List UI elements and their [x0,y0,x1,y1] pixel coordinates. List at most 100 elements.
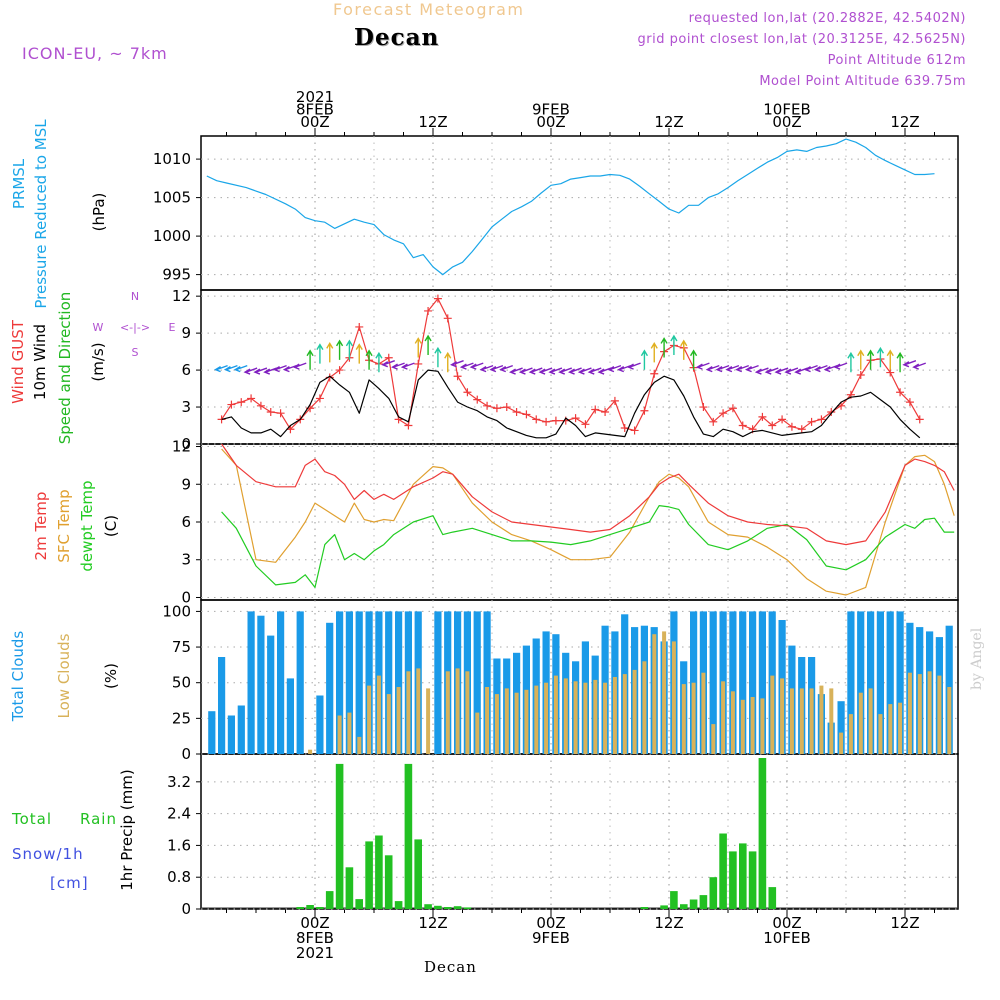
low-cloud-bar [642,661,647,754]
low-cloud-bar [347,712,352,754]
low-cloud-bar [524,689,529,754]
pressure-label: PRMSL [10,158,28,209]
wind-direction-arrow [745,364,759,373]
rain-bar [689,899,698,909]
total-cloud-bar [434,611,442,754]
wind-direction-arrow [292,362,307,370]
compass-e: E [169,321,176,334]
low-cloud-bar [426,688,431,754]
wind-direction-arrow [424,334,432,355]
total-cloud-bar [896,611,904,754]
low-cloud-bar [583,682,588,754]
wind-gust-marker [827,407,836,416]
low-cloud-bar [721,681,726,754]
wind-gust-marker [227,400,236,409]
wind-direction-arrow [223,364,238,373]
rain-bar [768,887,777,909]
total-cloud-bar [473,611,481,754]
total-cloud-bar [267,635,275,754]
rain-bar [394,901,403,909]
compass-s: S [132,346,139,359]
rain-bar [680,904,688,909]
low-cloud-bar [553,675,558,754]
wind-gust-marker [728,404,737,413]
wind-direction-arrow [479,364,494,373]
clouds-ytick-label: 0 [181,745,191,763]
temp-ytick-label: 6 [181,513,191,531]
total-cloud-bar [316,695,324,754]
pressure-ytick-label: 1010 [153,150,191,168]
low-cloud-bar [544,682,549,754]
wind-direction-arrow [335,339,344,360]
rain-bar [404,763,413,909]
precip-total-label: Total [11,810,52,828]
wind-direction-arrow [253,367,268,375]
wind-gust-marker [453,372,462,381]
wind-direction-arrow [866,349,875,370]
wind-gust-marker [404,421,413,430]
rain-bar [463,907,472,909]
wind-direction-arrow [391,362,405,370]
wind-direction-arrow [754,367,769,375]
precip-rain-label: Rain [80,810,117,828]
wind-10m-line [221,369,921,439]
low-cloud-bar [799,688,804,754]
wind-direction-arrow [316,343,324,364]
wind-direction-arrow [896,351,904,373]
grid-point-coords: grid point closest lon,lat (20.3125E, 42… [637,32,966,47]
clouds-low-label: Low Clouds [55,633,73,718]
low-cloud-bar [711,724,716,754]
wind-direction-arrow [381,360,395,368]
wind-gust-marker [640,406,649,415]
rain-bar [345,867,354,909]
top-time-label: 00Z [772,113,801,131]
low-cloud-bar [376,675,381,754]
bottom-time-label: 12Z [418,914,447,932]
top-time-label: 8FEB [296,101,334,119]
low-cloud-bar [494,694,499,754]
low-cloud-bar [416,668,421,754]
precip-ytick-label: 3.2 [167,773,191,791]
precip-snow-label: Snow/1h [12,845,84,863]
wind-gust-marker [630,426,639,435]
low-cloud-bar [671,641,676,754]
wind-direction-arrow [627,362,641,370]
compass-mid: <-|-> [120,321,150,334]
bottom-time-label: 12Z [654,914,683,932]
clouds-ytick-label: 100 [162,602,191,620]
wind-direction-arrow [735,364,749,373]
rain-bar [739,843,747,909]
clouds-ytick-label: 50 [172,674,191,692]
pressure-ytick-label: 995 [162,266,191,284]
low-cloud-bar [504,688,509,754]
low-cloud-bar [789,688,794,754]
bottom-time-label: 8FEB [296,929,334,947]
total-cloud-bar [886,611,894,754]
wind-direction-arrow [499,364,513,373]
wind-direction-arrow [680,339,688,360]
low-cloud-bar [367,685,372,754]
low-cloud-bar [770,675,775,754]
wind-unit: (m/s) [89,342,107,381]
rain-bar [414,839,422,909]
requested-coords: requested lon,lat (20.2882E, 42.5402N) [688,11,966,26]
total-cloud-bar [758,611,766,754]
wind-gust-marker [915,415,924,424]
total-cloud-bar [857,611,865,754]
wind-direction-arrow [459,362,474,370]
rain-bar [670,891,678,909]
total-cloud-bar [847,611,855,754]
total-cloud-bar [395,611,403,754]
wind-direction-arrow [365,349,373,370]
pressure-line [206,138,935,276]
wind-direction-arrow [784,367,799,375]
wind-direction-arrow [804,364,818,373]
wind-direction-arrow [538,367,553,375]
precip-ytick-label: 0 [181,900,191,918]
wind-direction-arrow [705,364,720,373]
low-cloud-bar [455,668,460,754]
wind-direction-arrow [912,362,926,370]
wind-direction-arrow [774,367,789,375]
